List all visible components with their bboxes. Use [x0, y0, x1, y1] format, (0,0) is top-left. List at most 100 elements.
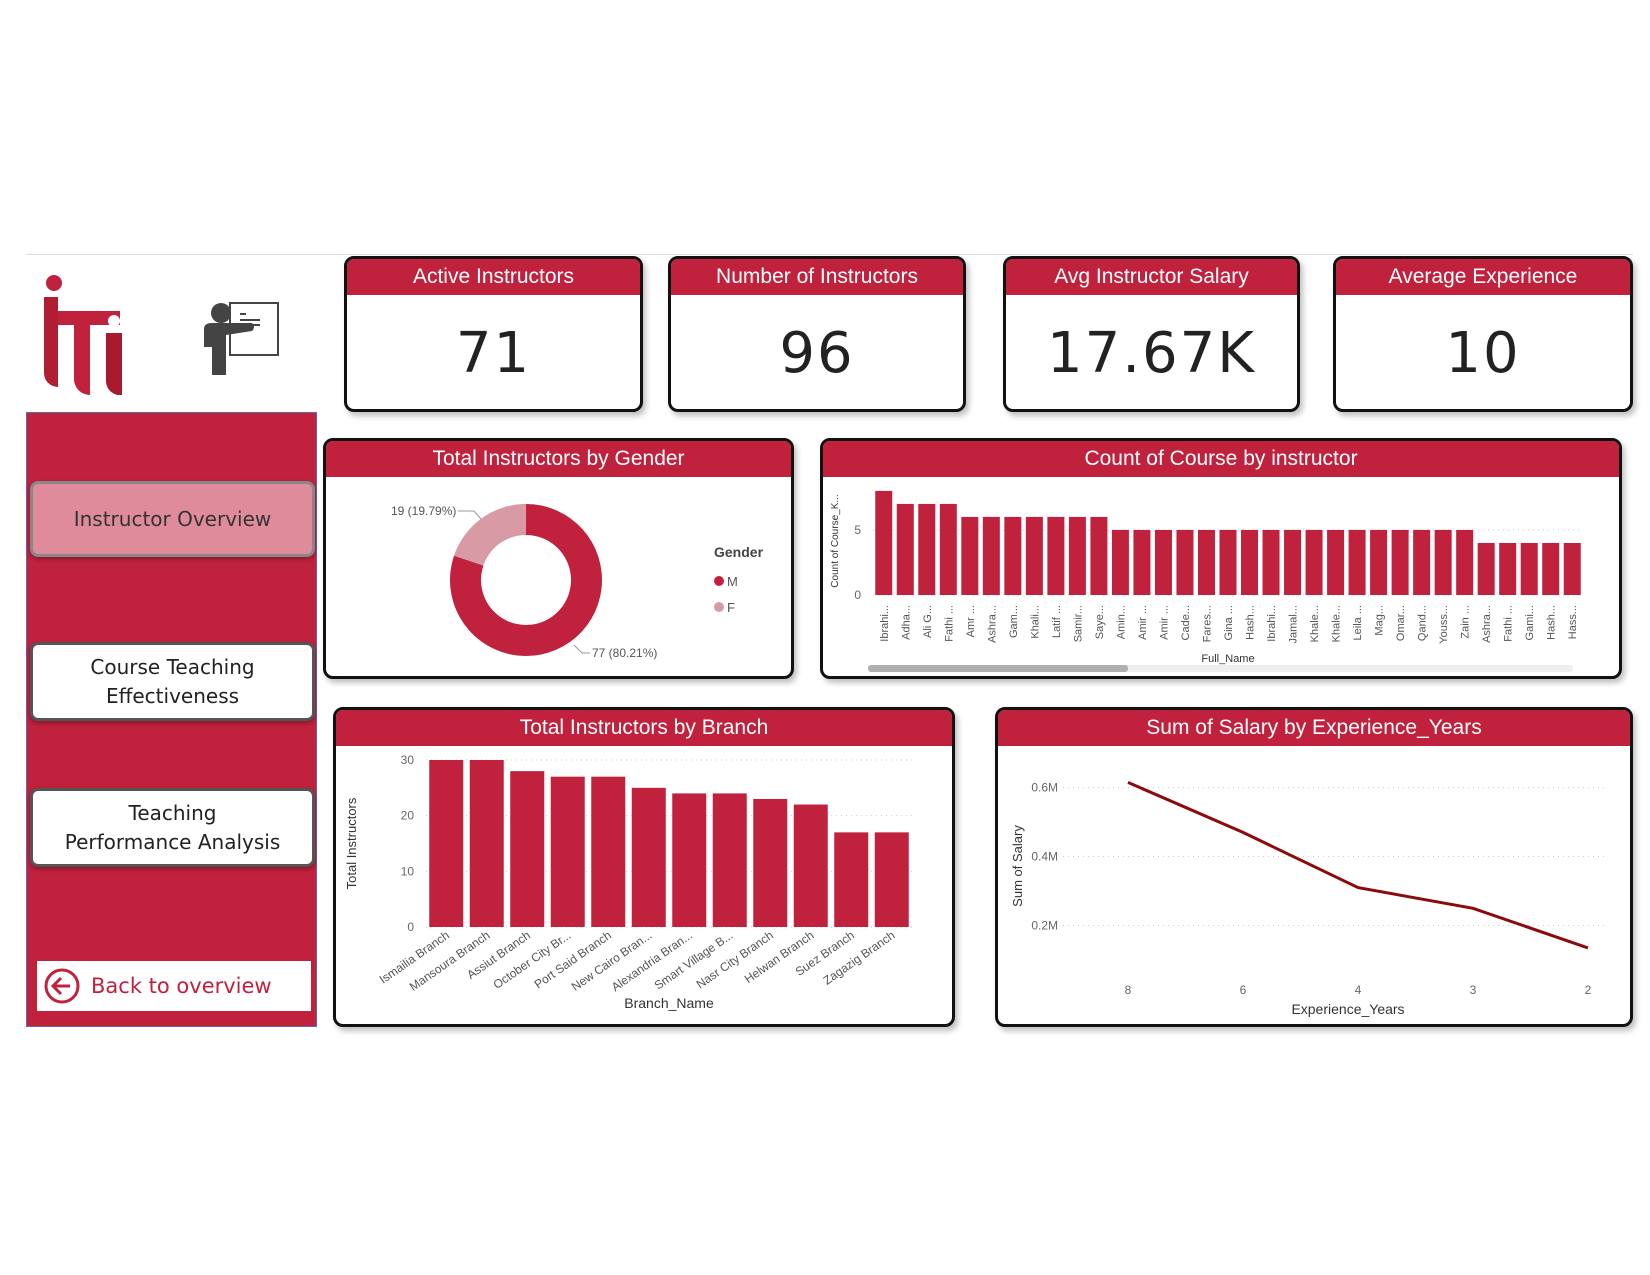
nav-label: Teaching Performance Analysis [64, 800, 281, 854]
y-axis-label: Sum of Salary [1010, 825, 1025, 907]
bar [1176, 529, 1194, 595]
x-tick-label: 6 [1240, 983, 1247, 997]
bar [1025, 516, 1043, 595]
bar [1499, 542, 1517, 595]
x-tick-label: Leila ... [1352, 605, 1364, 640]
bar [1219, 529, 1237, 595]
x-tick-label: Khale... [1309, 605, 1321, 642]
bar [1111, 529, 1129, 595]
bar [939, 503, 957, 595]
course-bar-chart: 0 5 Ibrahi... Adha... Ali G... Fathi ... Amr .… [830, 490, 1583, 672]
bar [1284, 529, 1302, 595]
x-tick-label: Amir ... [1158, 605, 1170, 640]
bar [918, 503, 936, 595]
y-tick-label: 0 [854, 588, 861, 602]
back-to-overview-button[interactable]: Back to overview [37, 961, 311, 1011]
x-tick-label: Amin... [1115, 605, 1127, 639]
back-label: Back to overview [91, 974, 272, 998]
iti-logo [44, 275, 122, 395]
x-tick-label: Amr ... [965, 605, 977, 637]
kpi-title: Avg Instructor Salary [1006, 259, 1297, 295]
arrow-left-circle-icon [44, 968, 80, 1004]
bar [712, 793, 747, 927]
x-tick-label: Adha... [900, 605, 912, 640]
x-tick-label: Khali... [1029, 605, 1041, 639]
x-tick-label: Ibrahi... [879, 605, 891, 642]
nav-course-teaching-effectiveness[interactable]: Course Teaching Effectiveness [30, 642, 315, 721]
y-tick-label: 0.6M [1031, 781, 1058, 795]
nav-teaching-performance-analysis[interactable]: Teaching Performance Analysis [30, 788, 315, 867]
bar [1133, 529, 1151, 595]
bar [1520, 542, 1538, 595]
x-tick-label: Gam... [1008, 605, 1020, 638]
x-tick-label: Hass... [1567, 605, 1579, 639]
bar [1413, 529, 1431, 595]
label-leader [458, 510, 482, 520]
y-tick-label: 10 [401, 864, 415, 878]
bar [1327, 529, 1345, 595]
kpi-title: Active Instructors [347, 259, 640, 295]
bar [1456, 529, 1474, 595]
y-tick-label: 30 [401, 753, 415, 767]
bar [1542, 542, 1560, 595]
sidebar: Instructor Overview Course Teaching Effe… [26, 412, 317, 1027]
x-tick-label: Fathi ... [943, 605, 955, 642]
bar [1047, 516, 1065, 595]
x-tick-label: Fathi ... [1503, 605, 1515, 642]
course-by-instructor-card: Count of Course by instructor 0 5 Ibrahi..… [820, 438, 1622, 679]
x-tick-label: Gami... [1524, 605, 1536, 640]
y-tick-label: 20 [401, 809, 415, 823]
x-tick-label: 4 [1355, 983, 1362, 997]
bar [591, 776, 626, 927]
chart-title: Count of Course by instructor [823, 441, 1619, 477]
scrollbar-thumb[interactable] [868, 665, 1128, 672]
nav-label: Course Teaching Effectiveness [90, 654, 255, 708]
kpi-average-experience: Average Experience 10 [1333, 256, 1633, 412]
x-tick-label: Ashra... [1481, 605, 1493, 643]
bar [1348, 529, 1366, 595]
bar [429, 760, 464, 927]
salary-line [1127, 781, 1589, 950]
x-tick-label: Mag... [1374, 605, 1386, 636]
x-tick-label: Youss... [1438, 605, 1450, 644]
legend-label: F [727, 600, 735, 615]
bar [1197, 529, 1215, 595]
bar [1090, 516, 1108, 595]
x-axis-label: Experience_Years [1291, 1001, 1404, 1017]
x-axis-label: Branch_Name [624, 995, 714, 1011]
x-tick-label: Hash... [1546, 605, 1558, 640]
bar [1370, 529, 1388, 595]
donut-slice-F [454, 504, 526, 566]
header-logo-area [26, 254, 1633, 412]
kpi-title: Average Experience [1336, 259, 1630, 295]
kpi-title: Number of Instructors [671, 259, 963, 295]
bar [672, 793, 707, 927]
x-tick-label: Cade... [1180, 605, 1192, 640]
legend-label: M [727, 574, 738, 589]
x-tick-label: Omar... [1395, 605, 1407, 641]
x-tick-label: Amir ... [1137, 605, 1149, 640]
y-tick-label: 0 [407, 920, 414, 934]
bar [834, 832, 869, 927]
y-tick-label: 0.2M [1031, 919, 1058, 933]
bar [550, 776, 585, 927]
y-axis-label: Count of Course_K... [830, 494, 841, 587]
kpi-value: 17.67K [1046, 321, 1257, 386]
bar [874, 832, 909, 927]
bar [510, 771, 545, 927]
x-tick-label: 8 [1125, 983, 1132, 997]
kpi-active-instructors: Active Instructors 71 [344, 256, 643, 412]
x-tick-label: Zain ... [1460, 605, 1472, 639]
legend-marker [714, 602, 724, 612]
x-tick-label: Latif ... [1051, 605, 1063, 638]
bar [896, 503, 914, 595]
x-tick-label: Khale... [1331, 605, 1343, 642]
bar [793, 804, 828, 927]
bar [753, 798, 788, 927]
x-tick-label: 3 [1470, 983, 1477, 997]
data-label: 19 (19.79%) [391, 504, 456, 518]
nav-instructor-overview[interactable]: Instructor Overview [30, 481, 315, 557]
x-tick-label: Jamal... [1288, 605, 1300, 644]
x-tick-label: 2 [1585, 983, 1592, 997]
